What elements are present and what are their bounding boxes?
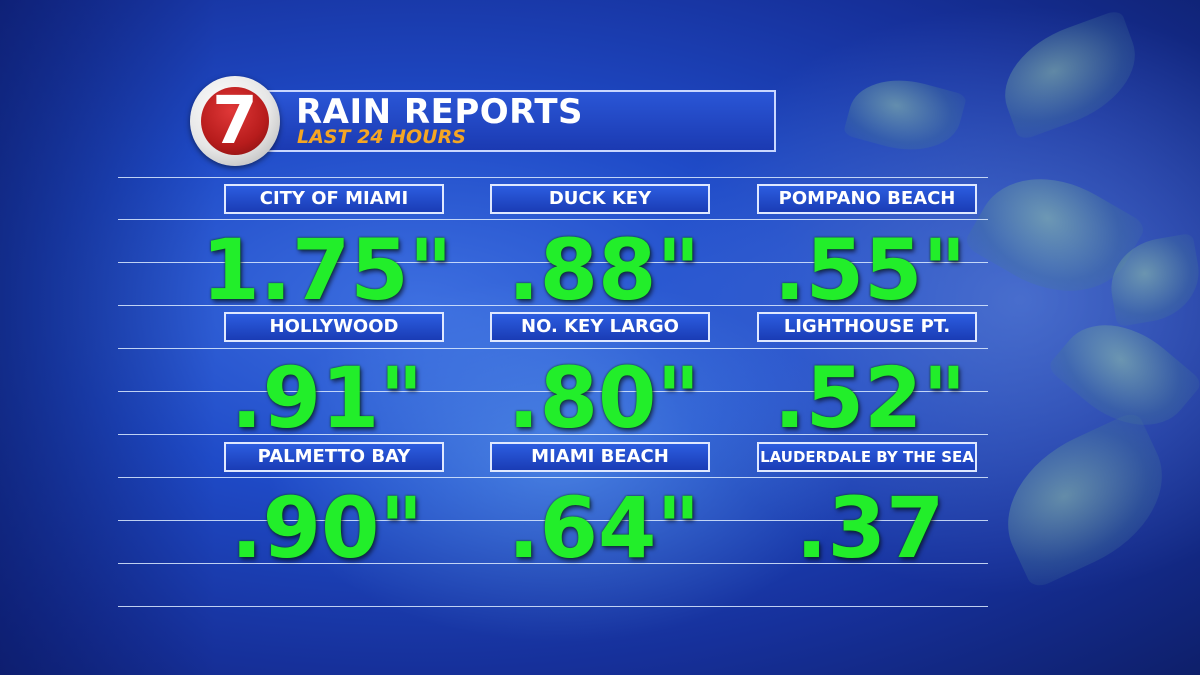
logo-number: 7 <box>212 82 258 159</box>
divider-line <box>118 305 988 306</box>
channel-7-logo: 7 <box>190 76 280 166</box>
location-label: LIGHTHOUSE PT. <box>757 312 977 342</box>
leaf-decoration <box>1103 232 1200 328</box>
leaf-decoration <box>1046 298 1200 452</box>
rain-amount: .64" <box>507 479 701 577</box>
divider-line <box>118 520 988 521</box>
page-title: RAIN REPORTS <box>296 92 583 132</box>
divider-line <box>118 477 988 478</box>
divider-line <box>118 262 988 263</box>
location-label: NO. KEY LARGO <box>490 312 710 342</box>
graphic-header: 7 RAIN REPORTS LAST 24 HOURS <box>190 76 776 166</box>
location-label: MIAMI BEACH <box>490 442 710 472</box>
location-label: HOLLYWOOD <box>224 312 444 342</box>
divider-line <box>118 177 988 178</box>
rain-amount: .90" <box>230 479 424 577</box>
leaf-decoration <box>982 409 1188 591</box>
location-label: DUCK KEY <box>490 184 710 214</box>
divider-line <box>118 219 988 220</box>
location-label: PALMETTO BAY <box>224 442 444 472</box>
logo-red-circle <box>201 87 269 155</box>
location-label: CITY OF MIAMI <box>224 184 444 214</box>
page-subtitle: LAST 24 HOURS <box>297 126 466 148</box>
location-label: LAUDERDALE BY THE SEA <box>757 442 977 472</box>
rain-amount: .52" <box>773 349 967 447</box>
rain-amount: .37 <box>795 479 945 577</box>
location-label: POMPANO BEACH <box>757 184 977 214</box>
divider-line <box>118 434 988 435</box>
divider-line <box>118 563 988 564</box>
divider-line <box>118 606 988 607</box>
leaf-decoration <box>988 8 1152 142</box>
divider-line <box>118 391 988 392</box>
rain-amount: .80" <box>507 349 701 447</box>
divider-line <box>118 348 988 349</box>
header-bar <box>236 90 776 152</box>
rain-amount: .55" <box>773 221 967 319</box>
rain-amount: .91" <box>230 349 424 447</box>
leaf-decoration <box>842 66 968 164</box>
rain-amount: .88" <box>507 221 701 319</box>
rain-amount: 1.75" <box>201 221 453 319</box>
